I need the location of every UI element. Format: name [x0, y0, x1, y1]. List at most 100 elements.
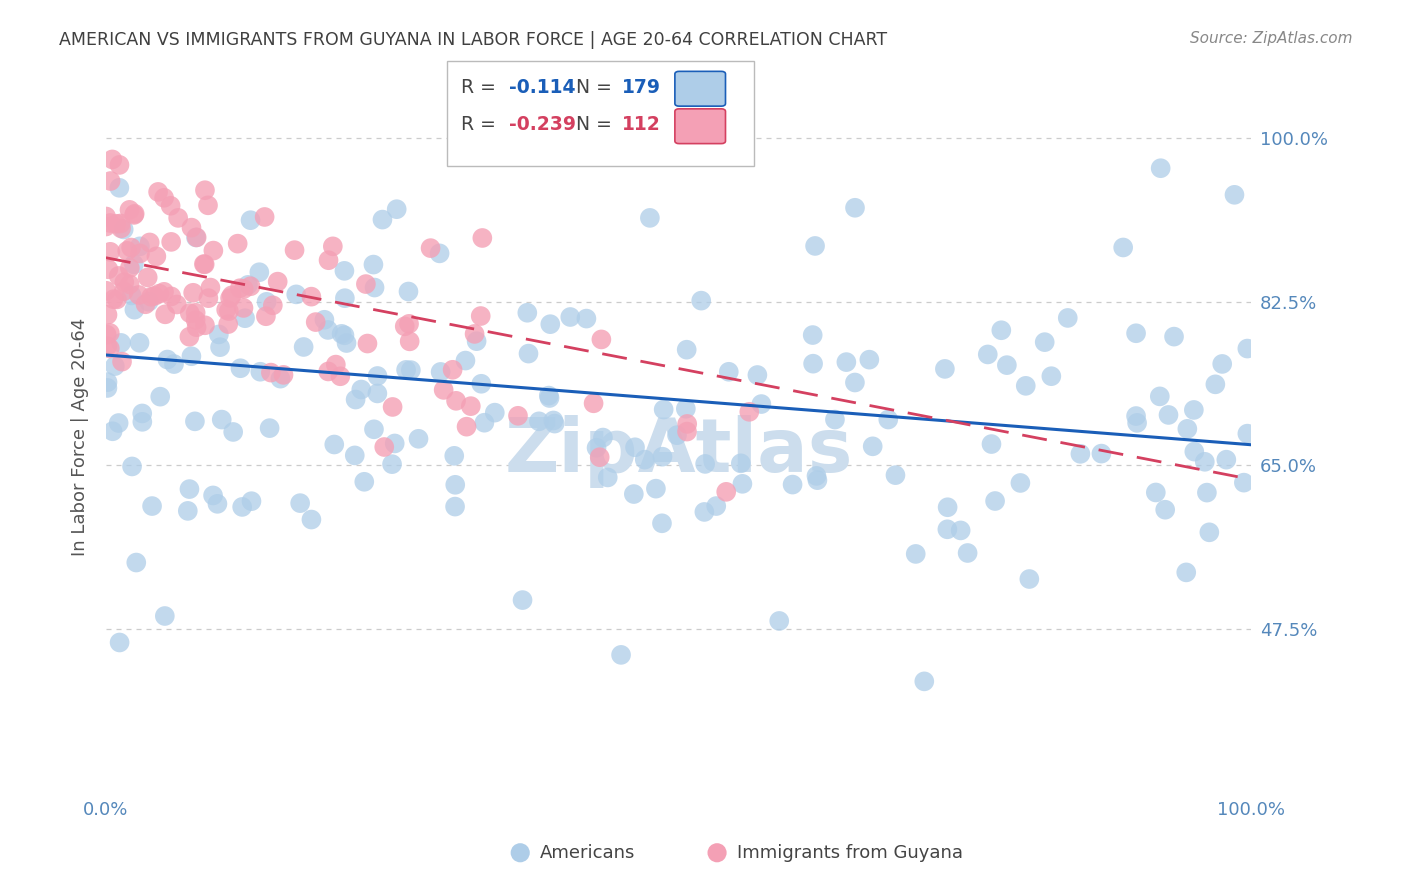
Point: [240, 494, 263, 508]
Point: [97, 262, 120, 277]
Point: [107, 416, 129, 430]
Point: [695, 457, 717, 471]
Point: [96, 327, 118, 342]
Point: [806, 469, 828, 483]
Point: [288, 496, 311, 510]
Point: [1157, 408, 1180, 422]
Point: [128, 335, 150, 350]
Point: [149, 390, 172, 404]
Point: [229, 281, 252, 295]
Point: [934, 362, 956, 376]
Point: [256, 294, 278, 309]
Point: [217, 317, 239, 331]
Point: [1015, 379, 1038, 393]
Point: [517, 346, 540, 360]
Point: [1182, 444, 1205, 458]
Point: [516, 306, 538, 320]
Point: [107, 268, 129, 283]
Point: [208, 327, 231, 342]
Point: [94, 219, 117, 234]
Point: [904, 547, 927, 561]
Point: [329, 369, 352, 384]
Point: [207, 497, 229, 511]
Point: [398, 285, 420, 299]
Point: [318, 253, 340, 268]
Point: [470, 309, 492, 323]
Point: [120, 241, 142, 255]
Point: [121, 288, 143, 302]
Point: [638, 211, 661, 225]
Point: [596, 470, 619, 484]
Point: [980, 437, 1002, 451]
Point: [356, 336, 378, 351]
Point: [105, 217, 128, 231]
Point: [366, 369, 388, 384]
Point: [1233, 475, 1256, 490]
Point: [118, 202, 141, 217]
Point: [398, 317, 420, 331]
Point: [138, 294, 160, 309]
Point: [148, 286, 170, 301]
Point: [247, 265, 270, 279]
Point: [543, 417, 565, 431]
Point: [200, 280, 222, 294]
Point: [651, 516, 673, 531]
Point: [136, 270, 159, 285]
Point: [1125, 326, 1147, 341]
Point: [316, 323, 339, 337]
Point: [194, 183, 217, 197]
Point: [1090, 447, 1112, 461]
Point: [138, 235, 160, 250]
Point: [1040, 369, 1063, 384]
Point: [344, 392, 367, 407]
Point: [259, 421, 281, 435]
Point: [444, 500, 467, 514]
Point: [153, 307, 176, 321]
Point: [747, 368, 769, 382]
Point: [1069, 447, 1091, 461]
Point: [589, 450, 612, 465]
Point: [676, 417, 699, 431]
Text: Source: ZipAtlas.com: Source: ZipAtlas.com: [1189, 31, 1353, 46]
Point: [108, 635, 131, 649]
Point: [990, 323, 1012, 337]
Point: [474, 416, 496, 430]
Point: [124, 302, 146, 317]
Point: [634, 452, 657, 467]
Point: [381, 457, 404, 471]
Point: [693, 505, 716, 519]
Point: [506, 409, 529, 423]
Point: [582, 396, 605, 410]
Point: [471, 231, 494, 245]
Point: [108, 181, 131, 195]
Point: [394, 319, 416, 334]
Text: Americans: Americans: [540, 844, 636, 862]
Point: [509, 846, 531, 860]
Point: [184, 313, 207, 327]
Point: [1126, 416, 1149, 430]
Point: [353, 475, 375, 489]
Point: [146, 185, 169, 199]
Point: [100, 174, 122, 188]
Point: [768, 614, 790, 628]
Point: [884, 468, 907, 483]
Point: [209, 340, 232, 354]
Point: [824, 412, 846, 426]
Point: [591, 333, 613, 347]
Point: [984, 494, 1007, 508]
Point: [166, 297, 188, 311]
Point: [96, 308, 118, 322]
Point: [408, 432, 430, 446]
Point: [121, 459, 143, 474]
Point: [218, 304, 240, 318]
Point: [104, 359, 127, 373]
Point: [858, 352, 880, 367]
Point: [433, 383, 456, 397]
Point: [128, 239, 150, 253]
Text: -0.114: -0.114: [509, 78, 575, 97]
Point: [804, 239, 827, 253]
Point: [98, 244, 121, 259]
Point: [676, 425, 699, 439]
Point: [350, 383, 373, 397]
Point: [441, 363, 464, 377]
